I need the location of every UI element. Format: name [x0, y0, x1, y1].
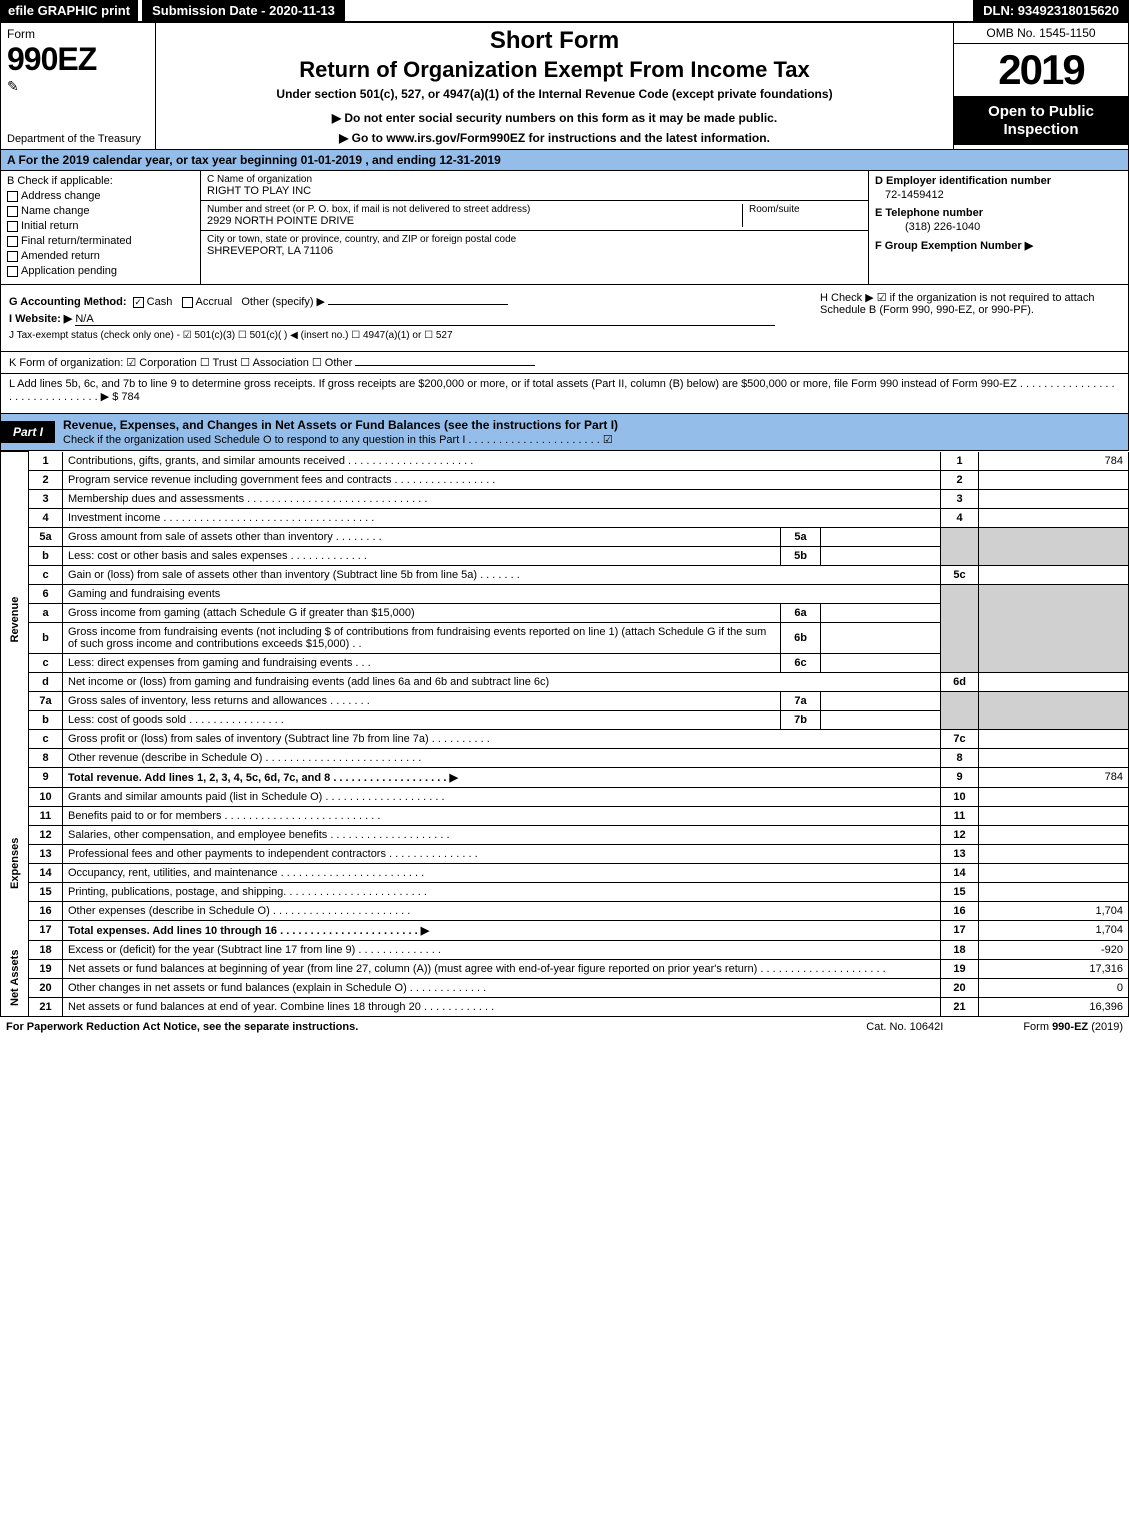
- k-block: K Form of organization: ☑ Corporation ☐ …: [0, 352, 1129, 374]
- d-label: D Employer identification number: [875, 175, 1122, 187]
- line1-amount: 784: [979, 452, 1129, 471]
- section-net-assets: Net Assets: [1, 940, 29, 1016]
- line9-desc: Total revenue. Add lines 1, 2, 3, 4, 5c,…: [63, 767, 941, 787]
- gh-block: G Accounting Method: Cash Accrual Other …: [0, 285, 1129, 352]
- efile-print-button[interactable]: efile GRAPHIC print: [0, 0, 138, 21]
- department: Department of the Treasury: [7, 133, 141, 145]
- tax-year: 2019: [954, 44, 1128, 97]
- section-expenses: Expenses: [1, 787, 29, 940]
- line19-amount: 17,316: [979, 959, 1129, 978]
- f-label: F Group Exemption Number ▶: [875, 239, 1122, 252]
- part1-header: Part I Revenue, Expenses, and Changes in…: [0, 414, 1129, 451]
- checkbox-section-b: B Check if applicable: Address change Na…: [1, 171, 201, 284]
- room-suite-label: Room/suite: [742, 204, 862, 227]
- b-label: B Check if applicable:: [7, 175, 194, 187]
- dln: DLN: 93492318015620: [973, 0, 1129, 21]
- form-id-block: Form 990EZ ✎ Department of the Treasury: [1, 23, 156, 149]
- part1-tab: Part I: [1, 421, 55, 443]
- topbar: efile GRAPHIC print Submission Date - 20…: [0, 0, 1129, 21]
- form-title: Return of Organization Exempt From Incom…: [166, 57, 943, 83]
- ein: 72-1459412: [885, 189, 1122, 201]
- cb-application-pending[interactable]: Application pending: [7, 265, 194, 277]
- phone: (318) 226-1040: [905, 221, 1122, 233]
- page-footer: For Paperwork Reduction Act Notice, see …: [0, 1017, 1129, 1037]
- line21-amount: 16,396: [979, 997, 1129, 1016]
- e-label: E Telephone number: [875, 207, 1122, 219]
- city-label: City or town, state or province, country…: [207, 234, 862, 245]
- tax-year-line: A For the 2019 calendar year, or tax yea…: [0, 150, 1129, 171]
- cb-accrual[interactable]: [182, 297, 193, 308]
- org-info-section-c: C Name of organization RIGHT TO PLAY INC…: [201, 171, 868, 284]
- section-revenue: Revenue: [1, 452, 29, 788]
- omb-number: OMB No. 1545-1150: [954, 23, 1128, 44]
- line17-amount: 1,704: [979, 920, 1129, 940]
- right-info-block: D Employer identification number 72-1459…: [868, 171, 1128, 284]
- form-title-block: Short Form Return of Organization Exempt…: [156, 23, 953, 149]
- part1-table: Revenue 1 Contributions, gifts, grants, …: [0, 451, 1129, 1017]
- part1-check-o: Check if the organization used Schedule …: [63, 434, 613, 446]
- short-form-label: Short Form: [166, 27, 943, 55]
- k-form-org: K Form of organization: ☑ Corporation ☐ …: [9, 357, 352, 369]
- catalog-number: Cat. No. 10642I: [866, 1021, 943, 1033]
- year-block: OMB No. 1545-1150 2019 Open to Public In…: [953, 23, 1128, 149]
- cb-name-change[interactable]: Name change: [7, 205, 194, 217]
- l-gross-receipts: L Add lines 5b, 6c, and 7b to line 9 to …: [0, 374, 1129, 414]
- treasury-icon: ✎: [7, 78, 149, 95]
- form-word: Form: [7, 27, 149, 41]
- line16-amount: 1,704: [979, 901, 1129, 920]
- j-tax-exempt: J Tax-exempt status (check only one) - ☑…: [9, 330, 1120, 341]
- public-notice-2: ▶ Go to www.irs.gov/Form990EZ for instru…: [166, 131, 943, 145]
- open-to-public: Open to Public Inspection: [954, 97, 1128, 145]
- org-street: 2929 NORTH POINTE DRIVE: [207, 215, 742, 227]
- cb-cash[interactable]: [133, 297, 144, 308]
- cb-amended-return[interactable]: Amended return: [7, 250, 194, 262]
- h-schedule-b: H Check ▶ ☑ if the organization is not r…: [820, 291, 1120, 316]
- org-name: RIGHT TO PLAY INC: [207, 185, 862, 197]
- line20-amount: 0: [979, 978, 1129, 997]
- cb-final-return[interactable]: Final return/terminated: [7, 235, 194, 247]
- info-block: B Check if applicable: Address change Na…: [0, 171, 1129, 285]
- cb-address-change[interactable]: Address change: [7, 190, 194, 202]
- form-header: Form 990EZ ✎ Department of the Treasury …: [0, 21, 1129, 150]
- form-subtitle: Under section 501(c), 527, or 4947(a)(1)…: [166, 87, 943, 101]
- line18-amount: -920: [979, 940, 1129, 959]
- part1-title: Revenue, Expenses, and Changes in Net As…: [55, 414, 1128, 450]
- form-number: 990EZ: [7, 41, 149, 78]
- org-city: SHREVEPORT, LA 71106: [207, 245, 862, 257]
- c-label: C Name of organization: [207, 174, 862, 185]
- cb-initial-return[interactable]: Initial return: [7, 220, 194, 232]
- public-notice-1: ▶ Do not enter social security numbers o…: [166, 111, 943, 125]
- submission-date: Submission Date - 2020-11-13: [142, 0, 345, 21]
- form-page-label: Form 990-EZ (2019): [1023, 1021, 1123, 1033]
- line9-amount: 784: [979, 767, 1129, 787]
- street-label: Number and street (or P. O. box, if mail…: [207, 204, 742, 215]
- paperwork-notice: For Paperwork Reduction Act Notice, see …: [6, 1021, 358, 1033]
